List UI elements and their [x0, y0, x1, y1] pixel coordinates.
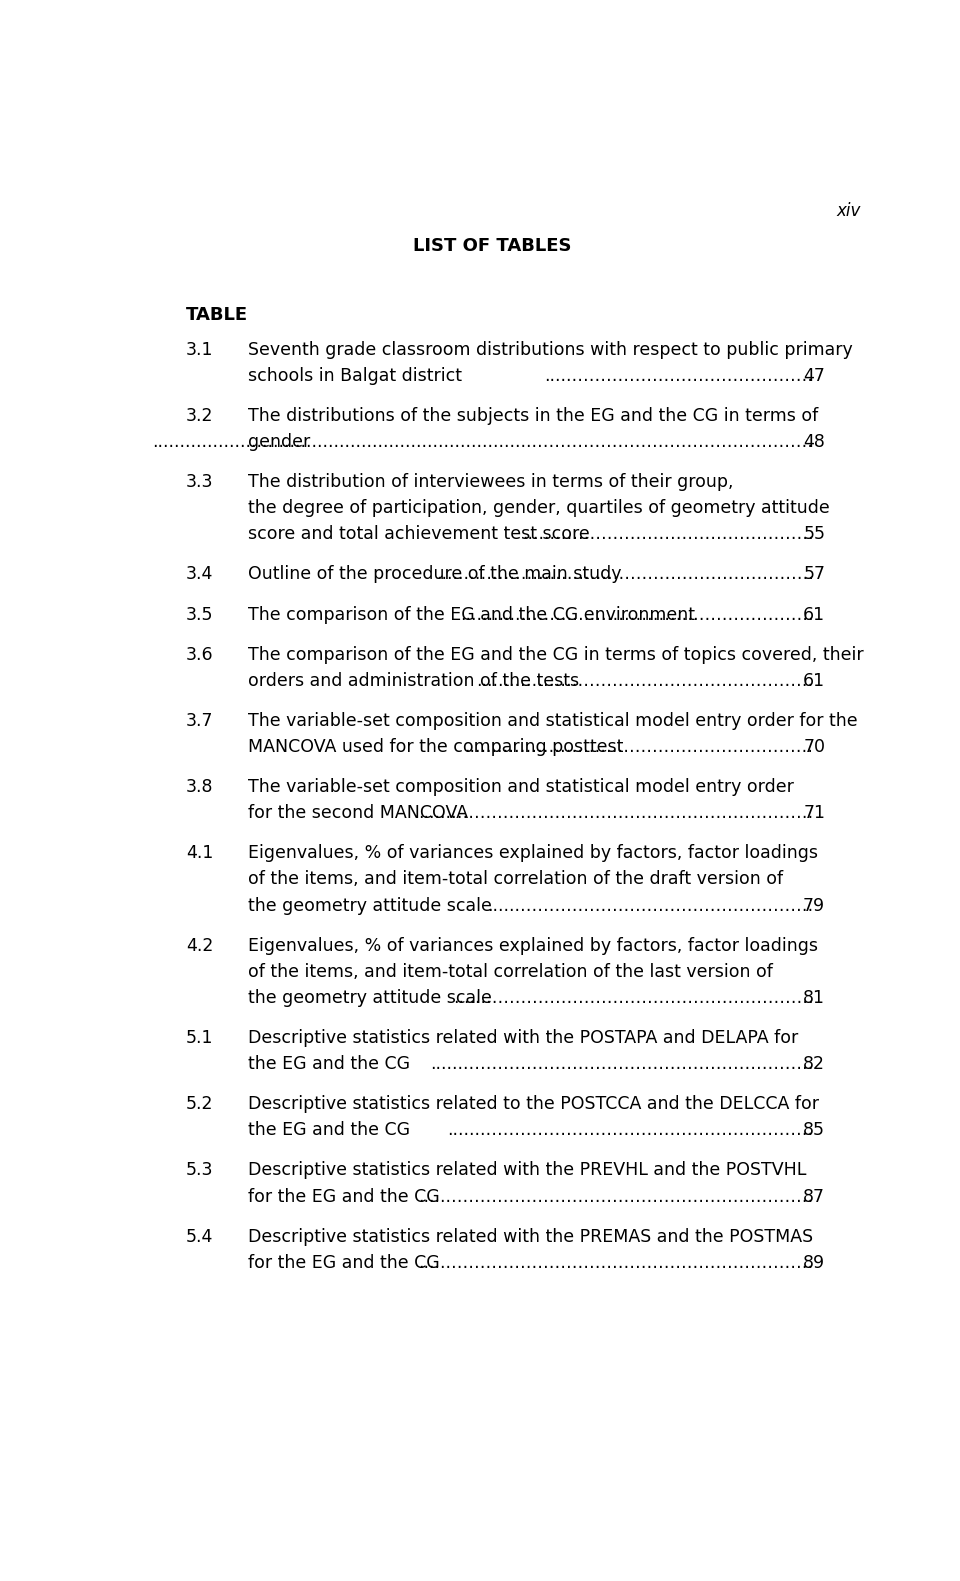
- Text: 3.8: 3.8: [186, 778, 213, 795]
- Text: 85: 85: [804, 1121, 826, 1140]
- Text: ......………………………………………………………: ......………………………………………………………: [419, 805, 814, 822]
- Text: 3.6: 3.6: [186, 645, 213, 664]
- Text: ......…………………………………………………: ......…………………………………………………: [453, 990, 814, 1007]
- Text: The distributions of the subjects in the EG and the CG in terms of: The distributions of the subjects in the…: [248, 406, 818, 425]
- Text: 48: 48: [804, 433, 826, 451]
- Text: 3.3: 3.3: [186, 473, 213, 492]
- Text: of the items, and item-total correlation of the last version of: of the items, and item-total correlation…: [248, 963, 773, 980]
- Text: for the EG and the CG: for the EG and the CG: [248, 1254, 440, 1271]
- Text: ......………………………………………………………: ......………………………………………………………: [419, 1254, 814, 1271]
- Text: Descriptive statistics related to the POSTCCA and the DELCCA for: Descriptive statistics related to the PO…: [248, 1096, 819, 1113]
- Text: 5.3: 5.3: [186, 1162, 213, 1179]
- Text: 82: 82: [804, 1055, 826, 1073]
- Text: ........……………………………………………: ........……………………………………………: [476, 672, 814, 689]
- Text: 70: 70: [804, 738, 826, 756]
- Text: The variable-set composition and statistical model entry order for the: The variable-set composition and statist…: [248, 711, 857, 730]
- Text: TABLE: TABLE: [186, 307, 248, 324]
- Text: 89: 89: [804, 1254, 826, 1271]
- Text: schools in Balgat district: schools in Balgat district: [248, 367, 462, 384]
- Text: 5.1: 5.1: [186, 1029, 213, 1047]
- Text: The comparison of the EG and the CG environment: The comparison of the EG and the CG envi…: [248, 606, 695, 623]
- Text: 79: 79: [804, 896, 826, 914]
- Text: .......…………………………………………………: .......…………………………………………………: [447, 1121, 814, 1140]
- Text: The comparison of the EG and the CG in terms of topics covered, their: The comparison of the EG and the CG in t…: [248, 645, 863, 664]
- Text: ......………………………………………………………: ......………………………………………………………: [419, 1187, 814, 1206]
- Text: 55: 55: [804, 525, 826, 544]
- Text: the EG and the CG: the EG and the CG: [248, 1055, 410, 1073]
- Text: Descriptive statistics related with the POSTAPA and DELAPA for: Descriptive statistics related with the …: [248, 1029, 798, 1047]
- Text: for the EG and the CG: for the EG and the CG: [248, 1187, 440, 1206]
- Text: the degree of participation, gender, quartiles of geometry attitude: the degree of participation, gender, qua…: [248, 500, 829, 517]
- Text: 3.1: 3.1: [186, 340, 213, 359]
- Text: ......……………………………………………………: ......……………………………………………………: [436, 566, 814, 583]
- Text: of the items, and item-total correlation of the draft version of: of the items, and item-total correlation…: [248, 871, 783, 889]
- Text: 47: 47: [804, 367, 826, 384]
- Text: orders and administration of the tests: orders and administration of the tests: [248, 672, 579, 689]
- Text: MANCOVA used for the comparing posttest: MANCOVA used for the comparing posttest: [248, 738, 623, 756]
- Text: Descriptive statistics related with the PREMAS and the POSTMAS: Descriptive statistics related with the …: [248, 1228, 813, 1246]
- Text: 71: 71: [804, 805, 826, 822]
- Text: 61: 61: [804, 672, 826, 689]
- Text: ......……………………………………………: ......……………………………………………: [488, 896, 814, 914]
- Text: Outline of the procedure of the main study: Outline of the procedure of the main stu…: [248, 566, 621, 583]
- Text: Eigenvalues, % of variances explained by factors, factor loadings: Eigenvalues, % of variances explained by…: [248, 936, 818, 955]
- Text: Eigenvalues, % of variances explained by factors, factor loadings: Eigenvalues, % of variances explained by…: [248, 844, 818, 862]
- Text: gender: gender: [248, 433, 310, 451]
- Text: 57: 57: [804, 566, 826, 583]
- Text: LIST OF TABLES: LIST OF TABLES: [413, 237, 571, 255]
- Text: The variable-set composition and statistical model entry order: The variable-set composition and statist…: [248, 778, 794, 795]
- Text: 3.2: 3.2: [186, 406, 213, 425]
- Text: the geometry attitude scale: the geometry attitude scale: [248, 990, 492, 1007]
- Text: 4.1: 4.1: [186, 844, 213, 862]
- Text: the geometry attitude scale: the geometry attitude scale: [248, 896, 492, 914]
- Text: 3.7: 3.7: [186, 711, 213, 730]
- Text: The distribution of interviewees in terms of their group,: The distribution of interviewees in term…: [248, 473, 733, 492]
- Text: ......................................................................…………………………: ........................................…: [153, 433, 814, 451]
- Text: Seventh grade classroom distributions with respect to public primary: Seventh grade classroom distributions wi…: [248, 340, 852, 359]
- Text: 3.5: 3.5: [186, 606, 213, 623]
- Text: ......………………………………………: ......………………………………………: [522, 525, 814, 544]
- Text: score and total achievement test score: score and total achievement test score: [248, 525, 589, 544]
- Text: 4.2: 4.2: [186, 936, 213, 955]
- Text: 81: 81: [804, 990, 826, 1007]
- Text: .......………………………………………………: .......………………………………………………: [465, 738, 814, 756]
- Text: 3.4: 3.4: [186, 566, 213, 583]
- Text: Descriptive statistics related with the PREVHL and the POSTVHL: Descriptive statistics related with the …: [248, 1162, 806, 1179]
- Text: xiv: xiv: [837, 202, 861, 220]
- Text: for the second MANCOVA: for the second MANCOVA: [248, 805, 468, 822]
- Text: .......……………………………………………………: .......……………………………………………………: [430, 1055, 814, 1073]
- Text: .....……………………………………: .....……………………………………: [544, 367, 814, 384]
- Text: 61: 61: [804, 606, 826, 623]
- Text: the EG and the CG: the EG and the CG: [248, 1121, 410, 1140]
- Text: 5.4: 5.4: [186, 1228, 213, 1246]
- Text: ...........……………………………………………: ...........……………………………………………: [460, 606, 814, 623]
- Text: 87: 87: [804, 1187, 826, 1206]
- Text: 5.2: 5.2: [186, 1096, 213, 1113]
